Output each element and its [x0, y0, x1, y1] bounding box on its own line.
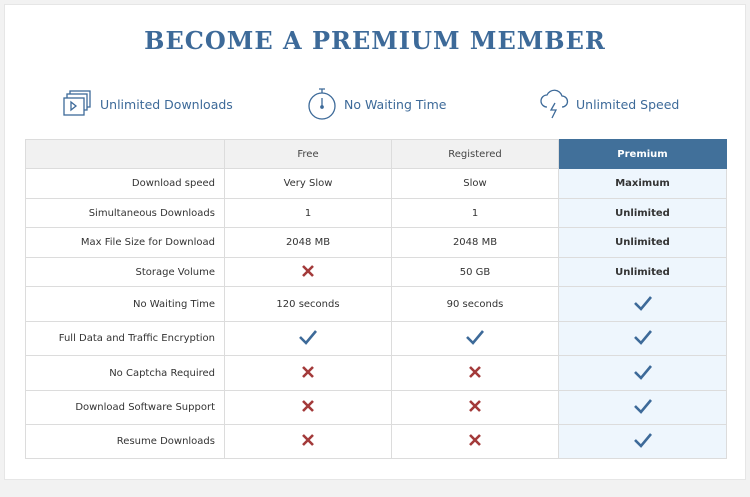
row-label: Download speed	[25, 168, 225, 199]
row-label: Simultaneous Downloads	[25, 198, 225, 228]
check-icon	[465, 329, 485, 348]
cross-icon	[301, 365, 315, 382]
cell-value: Very Slow	[224, 168, 392, 199]
cell-cross	[224, 355, 392, 391]
check-icon	[633, 432, 653, 451]
page-title: BECOME A PREMIUM MEMBER	[144, 26, 606, 55]
row-label: Full Data and Traffic Encryption	[25, 321, 225, 356]
table-row: Max File Size for Download 2048 MB 2048 MB…	[25, 227, 727, 258]
column-header-registered: Registered	[391, 139, 559, 169]
row-label: No Captcha Required	[25, 355, 225, 391]
feature-label: Unlimited Speed	[576, 96, 680, 112]
table-row: Download speed Very Slow Slow Maximum	[25, 168, 727, 199]
cell-check	[391, 321, 559, 356]
cell-cross	[224, 390, 392, 425]
cross-icon	[301, 264, 315, 281]
cell-value: 50 GB	[391, 257, 559, 287]
cell-cross	[224, 424, 392, 459]
cell-value: Unlimited	[558, 198, 727, 228]
table-row: Resume Downloads	[25, 424, 727, 459]
cell-value: Slow	[391, 168, 559, 199]
column-header-premium: Premium	[558, 139, 727, 169]
check-icon	[633, 364, 653, 383]
feature-unlimited-downloads: Unlimited Downloads	[62, 88, 233, 120]
table-row: No Waiting Time 120 seconds 90 seconds	[25, 286, 727, 322]
cell-value: Unlimited	[558, 257, 727, 287]
feature-unlimited-speed: Unlimited Speed	[538, 88, 679, 120]
row-label: Storage Volume	[25, 257, 225, 287]
row-label: No Waiting Time	[25, 286, 225, 322]
cell-cross	[391, 355, 559, 391]
feature-no-waiting-time: No Waiting Time	[306, 88, 446, 120]
cell-value: 1	[224, 198, 392, 228]
cell-value: Unlimited	[558, 227, 727, 258]
check-icon	[633, 295, 653, 314]
cell-value: 90 seconds	[391, 286, 559, 322]
cross-icon	[301, 399, 315, 416]
cell-check	[224, 321, 392, 356]
column-header	[25, 139, 225, 169]
row-label: Resume Downloads	[25, 424, 225, 459]
check-icon	[633, 398, 653, 417]
cross-icon	[468, 365, 482, 382]
cloud-lightning-icon	[540, 89, 569, 119]
stopwatch-icon	[308, 88, 336, 120]
cell-check	[558, 390, 727, 425]
cross-icon	[301, 433, 315, 450]
cell-value: 2048 MB	[391, 227, 559, 258]
cell-value: 120 seconds	[224, 286, 392, 322]
video-stack-icon	[63, 90, 91, 116]
cell-cross	[391, 424, 559, 459]
check-icon	[298, 329, 318, 348]
cell-value: 2048 MB	[224, 227, 392, 258]
check-icon	[633, 329, 653, 348]
column-header-free: Free	[224, 139, 392, 169]
cross-icon	[468, 399, 482, 416]
table-row: Download Software Support	[25, 390, 727, 425]
cell-check	[558, 355, 727, 391]
row-label: Max File Size for Download	[25, 227, 225, 258]
table-row: No Captcha Required	[25, 355, 727, 391]
comparison-table: Free Registered Premium Download speed Very…	[25, 139, 727, 459]
cross-icon	[468, 433, 482, 450]
feature-label: No Waiting Time	[344, 96, 447, 112]
feature-label: Unlimited Downloads	[100, 96, 233, 112]
table-row: Simultaneous Downloads 1 1 Unlimited	[25, 198, 727, 228]
row-label: Download Software Support	[25, 390, 225, 425]
cell-cross	[391, 390, 559, 425]
cell-value: 1	[391, 198, 559, 228]
table-row: Storage Volume 50 GB Unlimited	[25, 257, 727, 287]
cell-check	[558, 286, 727, 322]
cell-cross	[224, 257, 392, 287]
cell-value: Maximum	[558, 168, 727, 199]
cell-check	[558, 321, 727, 356]
table-row: Full Data and Traffic Encryption	[25, 321, 727, 356]
cell-check	[558, 424, 727, 459]
